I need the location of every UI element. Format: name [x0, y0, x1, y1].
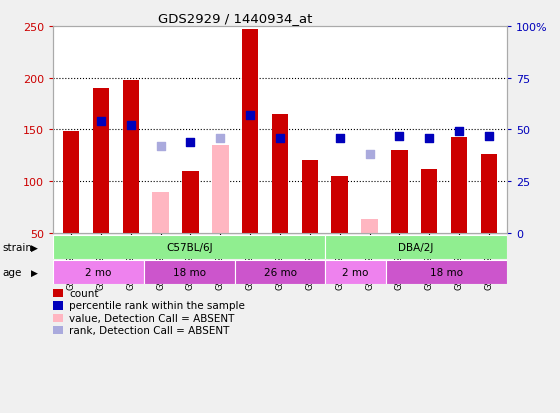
Bar [93, 89, 109, 233]
Bar [325, 261, 386, 285]
Text: percentile rank within the sample: percentile rank within the sample [69, 301, 245, 311]
Point [216, 135, 225, 142]
Text: value, Detection Call = ABSENT: value, Detection Call = ABSENT [69, 313, 234, 323]
Bar [182, 171, 199, 233]
Bar [242, 30, 258, 233]
Bar [53, 261, 144, 285]
Point [96, 119, 105, 125]
Bar [391, 151, 408, 233]
Text: count: count [69, 288, 99, 298]
Bar [451, 137, 467, 233]
Bar [144, 261, 235, 285]
Text: strain: strain [3, 242, 33, 252]
Text: 2 mo: 2 mo [342, 268, 369, 278]
Text: 26 mo: 26 mo [264, 268, 296, 278]
Bar [480, 155, 497, 233]
Text: GDS2929 / 1440934_at: GDS2929 / 1440934_at [158, 12, 312, 24]
Point [156, 143, 165, 150]
Bar [123, 81, 139, 233]
Point [127, 123, 136, 129]
Text: rank, Detection Call = ABSENT: rank, Detection Call = ABSENT [69, 325, 229, 335]
Text: DBA/2J: DBA/2J [398, 242, 434, 252]
Text: 18 mo: 18 mo [430, 268, 463, 278]
Point [246, 112, 255, 119]
Point [484, 133, 493, 140]
Bar [302, 161, 318, 233]
Bar [235, 261, 325, 285]
Bar [386, 261, 507, 285]
Bar [53, 235, 325, 259]
Text: ▶: ▶ [31, 243, 38, 252]
Point [186, 139, 195, 146]
Bar [212, 146, 228, 233]
Point [276, 135, 284, 142]
Text: 18 mo: 18 mo [173, 268, 206, 278]
Text: ▶: ▶ [31, 268, 38, 277]
Point [395, 133, 404, 140]
Bar [272, 114, 288, 233]
Bar [152, 192, 169, 233]
Point [455, 129, 464, 135]
Point [335, 135, 344, 142]
Text: age: age [3, 268, 22, 278]
Point [424, 135, 433, 142]
Bar [63, 132, 80, 233]
Point [365, 152, 374, 158]
Bar [421, 169, 437, 233]
Text: 2 mo: 2 mo [85, 268, 112, 278]
Bar [325, 235, 507, 259]
Text: C57BL/6J: C57BL/6J [166, 242, 213, 252]
Bar [361, 220, 378, 233]
Bar [332, 177, 348, 233]
